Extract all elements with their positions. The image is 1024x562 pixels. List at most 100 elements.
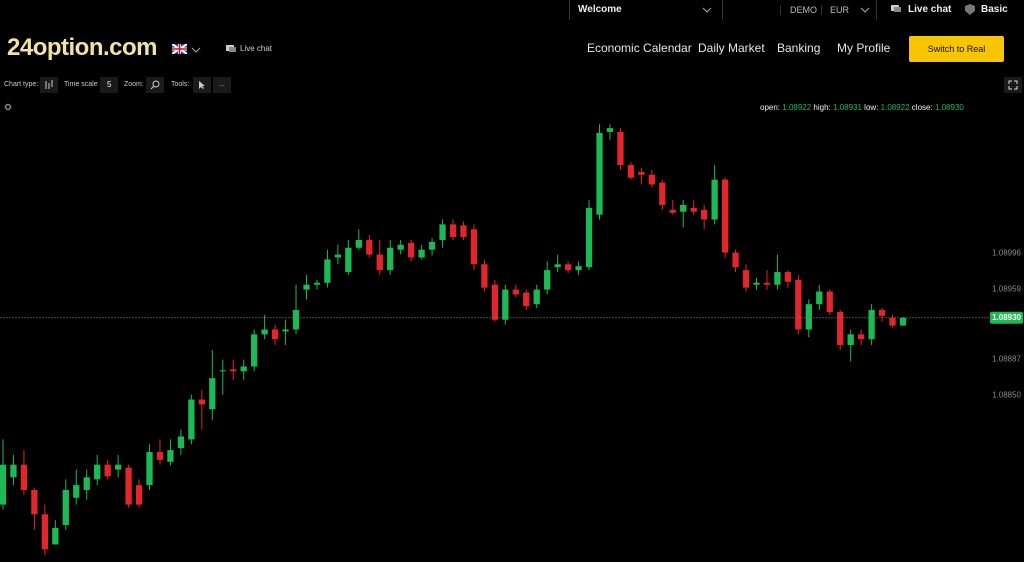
fullscreen-icon [1008, 80, 1018, 90]
nav-link[interactable]: Economic Calendar [587, 41, 692, 55]
toolbar-label: Tools: [171, 81, 190, 88]
toolbar-label: Time scale [64, 81, 98, 88]
candle-body [20, 464, 28, 491]
separator [821, 5, 822, 15]
candle-body [387, 247, 394, 271]
y-tick-label: 1.08887 [992, 355, 1021, 364]
candle-body [617, 131, 624, 166]
candle-body [292, 310, 300, 330]
candle-body [858, 334, 865, 340]
currency[interactable]: EUR [830, 5, 850, 15]
candle-body [251, 334, 258, 367]
candle-body [774, 272, 781, 285]
more[interactable]: ... [219, 81, 225, 88]
dropdown-icon[interactable] [860, 6, 870, 14]
settings-icon[interactable] [4, 103, 12, 111]
ohlc-label: high: [813, 103, 831, 112]
candle-body [146, 452, 153, 486]
candle-body [418, 249, 425, 258]
separator [722, 0, 723, 20]
candle-body [125, 467, 132, 505]
candle-body [554, 264, 561, 268]
switch-to-real-button[interactable]: Switch to Real [909, 36, 1004, 62]
candle-body [271, 329, 279, 340]
candle-body [408, 242, 415, 258]
welcome[interactable]: Welcome [578, 4, 622, 15]
zoom-icon [150, 80, 160, 90]
candle-body [376, 254, 383, 271]
candle-body [355, 239, 362, 248]
toolbar-label: Zoom: [124, 81, 144, 88]
candle-body [742, 270, 750, 288]
candle-body [31, 490, 38, 515]
candle-body [94, 464, 101, 480]
nav-link[interactable]: My Profile [837, 41, 891, 55]
candle-body [230, 369, 237, 372]
flag-icon[interactable] [172, 44, 187, 54]
dropdown-icon[interactable] [191, 46, 201, 54]
account-type[interactable]: DEMO [790, 5, 817, 15]
separator [569, 0, 570, 20]
y-tick-label: 1.08996 [992, 249, 1021, 258]
candle-body [826, 291, 833, 312]
nav-link[interactable]: Banking [777, 41, 821, 55]
candle-body [470, 229, 478, 265]
zoom-button[interactable] [146, 77, 164, 93]
nav-link[interactable]: Daily Market [698, 41, 765, 55]
candle-body [669, 209, 676, 213]
separator [780, 5, 781, 15]
candle-body [177, 436, 185, 449]
candle-body [114, 464, 122, 470]
candle-body [219, 370, 226, 372]
time-scale-value[interactable]: 5 [107, 80, 112, 89]
level[interactable]: Basic [981, 4, 1008, 15]
candle-body [135, 485, 143, 505]
candle-body [690, 207, 697, 212]
ohlc-value: 1.08922 [782, 103, 812, 112]
last-price-label: 1.08930 [992, 313, 1021, 322]
candle-body [544, 270, 551, 290]
candle-body [83, 477, 90, 491]
candle-body [324, 259, 331, 283]
ohlc-label: close: [911, 103, 933, 112]
candle-body [533, 289, 540, 305]
candle-body [899, 317, 907, 326]
candle-body [167, 450, 174, 462]
candles-icon [45, 80, 53, 89]
y-tick-label: 1.08850 [992, 391, 1021, 400]
candle-body [805, 304, 812, 330]
more-button[interactable] [213, 77, 231, 93]
candle-body [282, 329, 289, 332]
chat-icon [891, 5, 901, 12]
candle-body [449, 224, 457, 238]
logo[interactable]: 24option.com [7, 34, 158, 61]
candle-body [523, 292, 530, 307]
candle-body [397, 244, 404, 250]
cursor-icon [199, 81, 205, 89]
separator [876, 0, 877, 20]
live-chat-top[interactable]: Live chat [908, 4, 952, 15]
candle-body [156, 452, 164, 460]
candle-body [795, 279, 802, 330]
level-badge [965, 4, 975, 15]
candle-body [428, 241, 436, 250]
live-chat[interactable]: Live chat [240, 44, 273, 53]
candle-body [198, 399, 205, 405]
candle-body [837, 311, 844, 346]
y-tick-label: 1.08959 [992, 285, 1021, 294]
candle-body [502, 289, 509, 320]
last-price-tag [990, 311, 1023, 324]
time-scale-button[interactable] [100, 77, 118, 93]
ohlc-value: 1.08930 [934, 103, 964, 112]
toolbar-label: Chart type: [4, 81, 39, 88]
candle-body [481, 264, 488, 288]
candle-body [303, 284, 310, 290]
dropdown-icon[interactable] [702, 6, 712, 14]
candle-body [585, 207, 593, 268]
candle-body [491, 284, 498, 320]
candle-body [680, 204, 687, 212]
candle-body [648, 174, 655, 185]
candle-body [627, 165, 635, 178]
